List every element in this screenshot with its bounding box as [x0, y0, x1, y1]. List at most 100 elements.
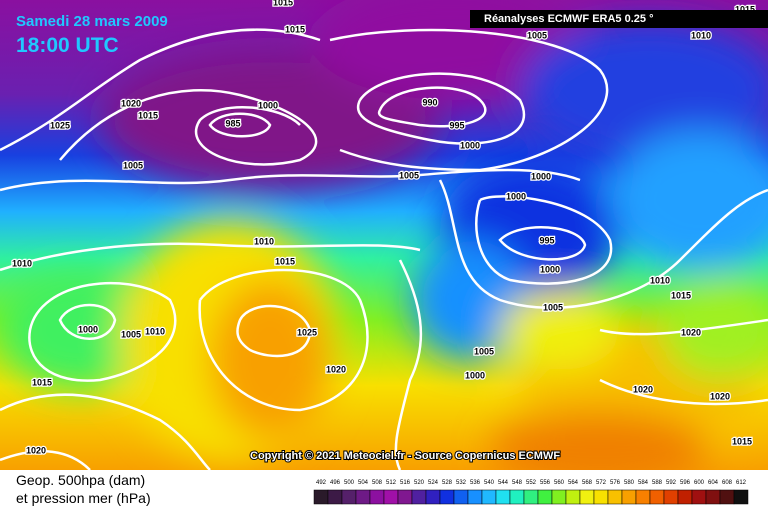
isobar-label: 1005: [543, 302, 563, 312]
isobar: [58, 303, 117, 340]
isobar-label: 1015: [32, 377, 52, 387]
isobar: [394, 259, 423, 470]
scale-swatch: [705, 489, 721, 505]
isobar: [498, 226, 587, 261]
isobars: [0, 28, 768, 470]
scale-swatch: [355, 489, 371, 505]
scale-label: 564: [568, 480, 579, 486]
isobar-label: 1000: [465, 370, 485, 380]
scale-label: 548: [512, 480, 523, 486]
scale-swatch: [593, 489, 609, 505]
isobar-label: 995: [449, 120, 464, 130]
scale-swatch: [691, 489, 707, 505]
isobar-label: 1020: [326, 364, 346, 374]
scale-swatch: [663, 489, 679, 505]
isobar: [198, 268, 369, 412]
scale-label: 532: [456, 480, 467, 486]
scale-swatch: [453, 489, 469, 505]
scale-label: 596: [680, 480, 691, 486]
scale-label: 556: [540, 480, 551, 486]
scale-label: 516: [400, 480, 411, 486]
isobar: [599, 378, 768, 406]
scale-swatch: [397, 489, 413, 505]
scale-label: 580: [624, 480, 635, 486]
scale-swatch: [579, 489, 595, 505]
scale-label: 520: [414, 480, 425, 486]
scale-label: 576: [610, 480, 621, 486]
scale-label: 512: [386, 480, 397, 486]
isobar-label: 1010: [12, 258, 32, 268]
scale-swatch: [649, 489, 665, 505]
isobar-label: 1015: [671, 290, 691, 300]
legend-title: Geop. 500hpa (dam): [16, 472, 145, 488]
scale-label: 584: [638, 480, 649, 486]
scale-swatch: [425, 489, 441, 505]
isobar-label: 1020: [121, 98, 141, 108]
isobar-label: 1000: [531, 171, 551, 181]
isobar-label: 1015: [275, 256, 295, 266]
isobar: [377, 86, 487, 128]
isobar-label: 985: [225, 118, 240, 128]
scale-swatch: [551, 489, 567, 505]
isobar-label: 1005: [474, 346, 494, 356]
scale-swatch: [481, 489, 497, 505]
isobar-label: 1025: [50, 120, 70, 130]
isobar-label: 1020: [633, 384, 653, 394]
scale-swatch: [607, 489, 623, 505]
scale-label: 552: [526, 480, 537, 486]
isobar-label: 1020: [681, 327, 701, 337]
scale-label: 604: [708, 480, 719, 486]
isobar-label: 1005: [527, 30, 547, 40]
isobar: [0, 168, 581, 192]
scale-swatch: [313, 489, 329, 505]
scale-swatch: [677, 489, 693, 505]
isobar: [59, 88, 318, 166]
scale-swatch: [439, 489, 455, 505]
isobar-label: 1025: [297, 327, 317, 337]
scale-label: 560: [554, 480, 565, 486]
scale-label: 608: [722, 480, 733, 486]
scale-label: 528: [442, 480, 453, 486]
scale-swatch: [327, 489, 343, 505]
isobar-label: 995: [539, 235, 554, 245]
isobar-label: 1020: [26, 445, 46, 455]
scale-label: 536: [470, 480, 481, 486]
scale-label: 492: [316, 480, 327, 486]
isobar: [28, 281, 177, 382]
isobar-label: 1000: [78, 324, 98, 334]
copyright: Copyright © 2021 Meteociel.fr - Source C…: [250, 450, 560, 462]
isobar-label: 1015: [273, 0, 293, 7]
isobar: [0, 393, 211, 470]
scale-label: 612: [736, 480, 747, 486]
scale-label: 508: [372, 480, 383, 486]
isobar-label: 1000: [258, 100, 278, 110]
scale-label: 600: [694, 480, 705, 486]
scale-label: 500: [344, 480, 355, 486]
isobar-label: 1015: [285, 24, 305, 34]
scale-swatch: [537, 489, 553, 505]
scale-swatch: [341, 489, 357, 505]
isobar-label: 1000: [506, 191, 526, 201]
scale-swatch: [369, 489, 385, 505]
scale-label: 588: [652, 480, 663, 486]
scale-label: 572: [596, 480, 607, 486]
isobar-label: 1015: [732, 436, 752, 446]
isobar-label: 1010: [254, 236, 274, 246]
scale-swatch: [719, 489, 735, 505]
scale-swatch: [509, 489, 525, 505]
isobar-label: 1020: [710, 391, 730, 401]
time-label: 18:00 UTC: [16, 34, 119, 57]
scale-swatch: [467, 489, 483, 505]
scale-swatch: [621, 489, 637, 505]
scale-swatch: [411, 489, 427, 505]
source-label: Réanalyses ECMWF ERA5 0.25 °: [484, 13, 653, 25]
scale-label: 504: [358, 480, 369, 486]
scale-swatch: [635, 489, 651, 505]
color-scale: 492 496 500 504 508 512 516 520 524 528 532 536 540 5…: [313, 480, 749, 505]
scale-label: 524: [428, 480, 439, 486]
isobar-label: 1015: [138, 110, 158, 120]
scale-swatch: [523, 489, 539, 505]
